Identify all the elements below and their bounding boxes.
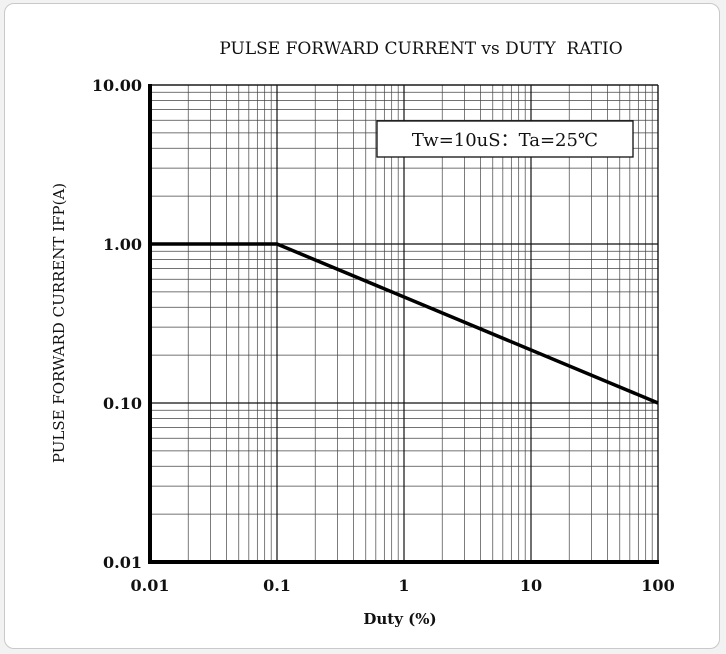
annotation-box — [376, 120, 634, 158]
x-tick-label: 0.01 — [131, 576, 170, 595]
x-tick-labels: 0.01 0.1 1 10 100 — [131, 576, 675, 595]
series-layer — [150, 242, 659, 405]
y-axis-label: PULSE FORWARD CURRENT IFP(A) — [50, 183, 68, 463]
x-axis-label: Duty (%) — [363, 610, 436, 628]
y-tick-labels: 0.01 0.10 1.00 10.00 — [92, 76, 142, 572]
chart-frame — [4, 3, 720, 649]
x-tick-label: 100 — [641, 576, 674, 595]
y-tick-label: 0.01 — [103, 553, 142, 572]
y-tick-label: 0.10 — [103, 394, 142, 413]
x-tick-label: 0.1 — [263, 576, 291, 595]
plot-border — [148, 84, 659, 564]
series-line — [150, 242, 659, 405]
annotation-text: Tw=10uS：Ta=25℃ — [412, 130, 598, 151]
y-tick-label: 1.00 — [103, 235, 142, 254]
y-tick-label: 10.00 — [92, 76, 142, 95]
x-tick-label: 1 — [398, 576, 409, 595]
chart-title: PULSE FORWARD CURRENT vs DUTY RATIO — [219, 39, 622, 59]
x-tick-label: 10 — [520, 576, 542, 595]
